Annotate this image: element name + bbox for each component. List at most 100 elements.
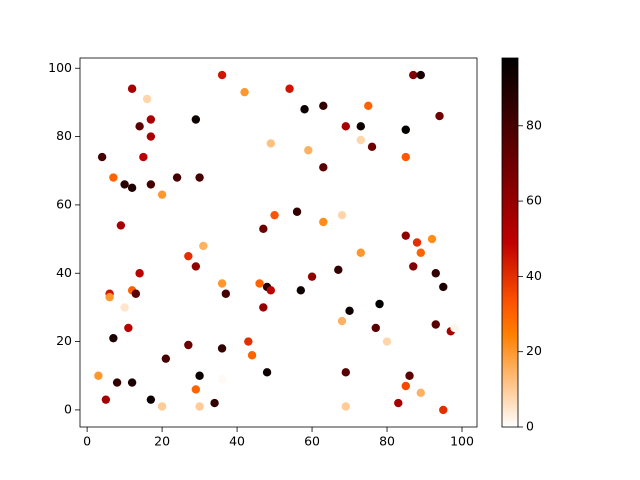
scatter-point [191, 115, 201, 124]
scatter-point [244, 337, 253, 346]
scatter-point [109, 333, 118, 343]
scatter-point [97, 152, 107, 162]
scatter-point [319, 163, 328, 172]
scatter-point [217, 374, 227, 384]
scatter-point [401, 381, 410, 391]
scatter-point [382, 337, 392, 346]
scatter-point [334, 265, 343, 275]
scatter-point [191, 262, 201, 271]
scatter-point [184, 251, 193, 261]
scatter-point [409, 262, 418, 271]
scatter-point [416, 248, 425, 257]
scatter-point [199, 241, 208, 251]
scatter-point [105, 292, 114, 302]
scatter-point [416, 70, 425, 80]
scatter-point [337, 210, 347, 220]
scatter-point [356, 248, 365, 257]
y-tick-label: 60 [56, 196, 72, 211]
scatter-point [135, 122, 144, 131]
colorbar [501, 57, 519, 428]
scatter-point [116, 221, 126, 230]
y-tick-label: 40 [56, 265, 72, 280]
x-tick-label: 100 [450, 434, 474, 449]
scatter-point [217, 344, 227, 353]
scatter-point [247, 351, 257, 360]
scatter-point [409, 70, 418, 80]
scatter-point [270, 210, 279, 220]
scatter-point [341, 368, 350, 377]
scatter-point [427, 234, 437, 244]
scatter-point [210, 398, 219, 408]
scatter-point [307, 272, 317, 281]
scatter-point [341, 122, 350, 131]
scatter-point [259, 303, 268, 312]
scatter-point [266, 286, 276, 295]
scatter-point [127, 378, 137, 387]
scatter-point [439, 282, 448, 292]
scatter-point [319, 101, 328, 111]
scatter-point [285, 84, 294, 93]
scatter-point [412, 238, 422, 247]
scatter-point [127, 183, 137, 193]
y-tick-label: 20 [56, 333, 72, 348]
scatter-point [240, 87, 249, 97]
scatter-point [266, 139, 276, 148]
scatter-point [146, 180, 156, 189]
x-tick-label: 80 [379, 434, 395, 449]
scatter-point [120, 303, 129, 312]
scatter-point [120, 180, 129, 189]
x-tick-label: 40 [229, 434, 245, 449]
scatter-point [439, 405, 448, 415]
scatter-point [146, 395, 156, 404]
scatter-point [217, 279, 227, 288]
scatter-point [139, 152, 148, 162]
scatter-point [356, 135, 365, 145]
scatter-point [255, 279, 264, 288]
scatter-point [124, 323, 133, 333]
scatter-point [259, 224, 268, 234]
scatter-point [146, 115, 156, 124]
scatter-point [300, 105, 309, 114]
scatter-point [431, 320, 440, 329]
scatter-point [135, 269, 144, 278]
scatter-point [450, 323, 459, 333]
scatter-point [172, 173, 182, 182]
plot-frame [79, 57, 478, 428]
scatter-point [337, 316, 347, 326]
scatter-point [161, 354, 171, 363]
scatter-point [356, 122, 365, 131]
scatter-point [401, 125, 410, 134]
scatter-point [435, 111, 444, 121]
scatter-point [191, 385, 201, 394]
scatter-point [157, 402, 167, 411]
scatter-point [394, 398, 403, 408]
scatter-point [142, 94, 152, 104]
scatter-point [416, 388, 425, 398]
scatter-point [217, 70, 227, 80]
scatter-point [319, 217, 328, 227]
scatter-point [262, 368, 272, 377]
scatter-point [101, 395, 111, 404]
colorbar-tick-label: 20 [526, 343, 542, 358]
scatter-point [405, 371, 414, 380]
x-tick-label: 0 [83, 434, 91, 449]
scatter-point [401, 231, 410, 240]
scatter-point [195, 173, 204, 182]
scatter-point [221, 289, 231, 298]
scatter-point [131, 289, 141, 298]
colorbar-tick-label: 0 [526, 419, 534, 434]
y-tick-label: 100 [48, 60, 72, 75]
scatter-point [304, 146, 313, 155]
scatter-point [367, 142, 377, 152]
x-tick-label: 20 [154, 434, 170, 449]
scatter-point [364, 101, 373, 111]
y-tick-label: 0 [64, 401, 72, 416]
scatter-point [431, 269, 440, 278]
colorbar-tick-label: 80 [526, 117, 542, 132]
scatter-point [184, 340, 193, 350]
y-tick-label: 80 [56, 128, 72, 143]
scatter-point [345, 306, 354, 316]
scatter-point [341, 402, 350, 411]
x-tick-label: 60 [304, 434, 320, 449]
